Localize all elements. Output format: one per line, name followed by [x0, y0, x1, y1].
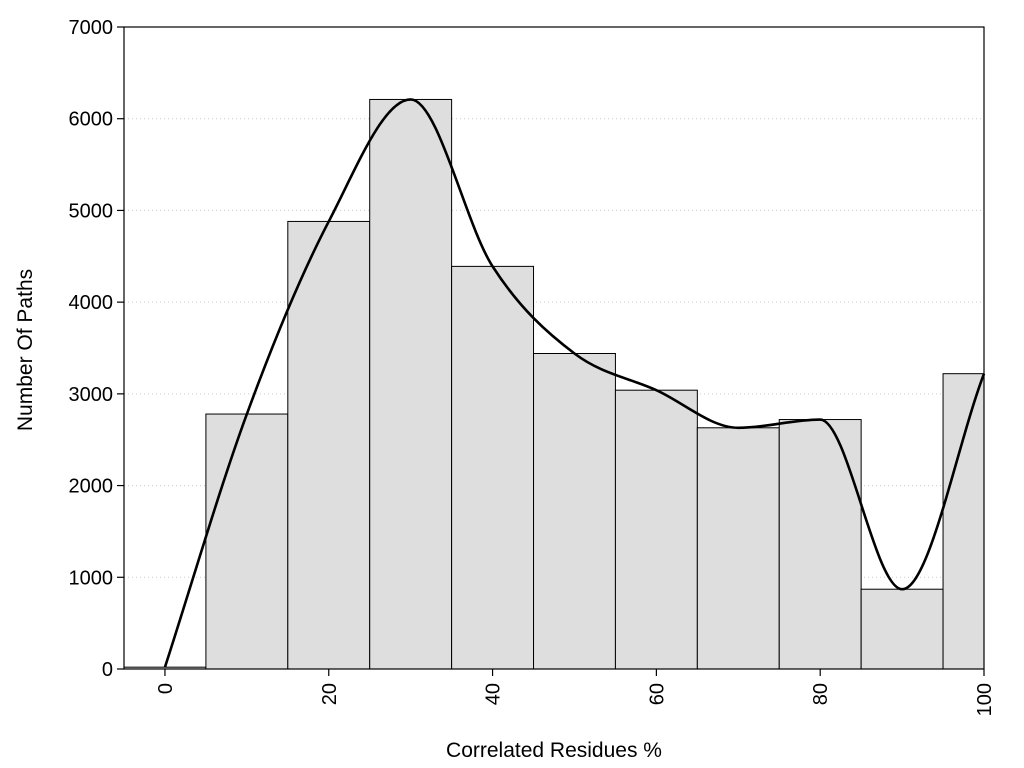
bar: [614, 389, 698, 670]
plot-frame: [123, 26, 985, 670]
bar: [369, 98, 453, 670]
x-tick-label: 40: [483, 683, 505, 705]
y-axis-ticks: 0 1000 2000 3000 4000 5000 6000 7000: [69, 17, 124, 681]
bar: [533, 353, 616, 670]
y-tick-label: 3000: [69, 384, 114, 406]
y-tick-label: 6000: [69, 109, 114, 131]
series-line: [163, 98, 986, 668]
y-tick-label: 0: [102, 659, 113, 681]
bar: [205, 413, 289, 670]
bar: [942, 373, 985, 670]
y-axis-title: Number Of Paths: [14, 269, 37, 431]
bar: [696, 427, 780, 670]
x-tick-label: 100: [974, 683, 996, 716]
x-tick-label: 20: [319, 683, 341, 705]
bar: [287, 220, 371, 670]
y-tick-label: 2000: [69, 476, 114, 498]
x-tick-label: 60: [646, 683, 668, 705]
y-tick-label: 7000: [69, 17, 114, 39]
smooth-curve: [163, 98, 986, 668]
y-tick-label: 5000: [69, 200, 114, 222]
x-axis-title: Correlated Residues %: [446, 739, 662, 762]
bar: [451, 265, 535, 670]
x-tick-label: 0: [155, 683, 177, 694]
bar: [860, 588, 944, 670]
y-tick-label: 4000: [69, 292, 114, 314]
y-tick-label: 1000: [69, 567, 114, 589]
x-axis-ticks: 0 20 40 60 80 100: [155, 669, 996, 716]
x-tick-label: 80: [810, 683, 832, 705]
bar: [778, 419, 862, 670]
bars: [123, 98, 985, 670]
